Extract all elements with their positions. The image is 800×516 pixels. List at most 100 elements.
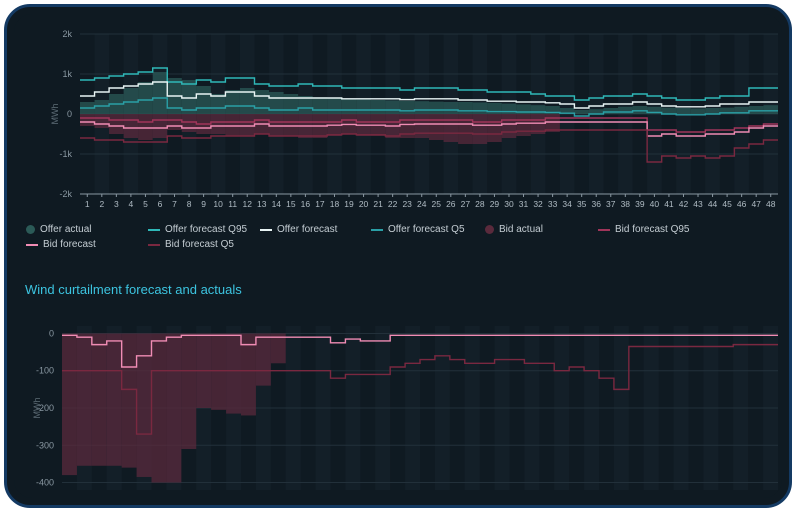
series-offer-forecast-line bbox=[80, 81, 778, 109]
bar bbox=[151, 333, 167, 483]
bar bbox=[574, 110, 589, 114]
legend-item-bid-q5[interactable]: Bid forecast Q5 bbox=[148, 239, 234, 250]
series-offer-forecast-q5-line bbox=[80, 97, 778, 117]
legend-item-bid-q95[interactable]: Bid forecast Q95 bbox=[598, 224, 689, 235]
y-tick-label: -100 bbox=[36, 366, 54, 376]
bar bbox=[121, 333, 137, 468]
series-offer-forecast-q95-line bbox=[80, 67, 778, 101]
bar bbox=[734, 106, 749, 114]
bar bbox=[501, 103, 517, 114]
bar bbox=[123, 88, 139, 114]
bar bbox=[167, 114, 182, 130]
bar bbox=[196, 86, 211, 114]
bar bbox=[618, 106, 633, 114]
bar bbox=[312, 97, 328, 114]
wind-curtailment-chart: 0 -100 -200 -300 -400 MWh bbox=[32, 326, 778, 490]
y-tick-label: -300 bbox=[36, 440, 54, 450]
x-tick-label: 4 bbox=[129, 199, 134, 209]
legend-swatch bbox=[26, 243, 38, 246]
legend-item-offer-forecast[interactable]: Offer forecast bbox=[260, 224, 337, 235]
bar bbox=[181, 114, 197, 132]
legend-swatch bbox=[148, 243, 160, 246]
legend-swatch bbox=[371, 228, 383, 231]
x-tick-label: 37 bbox=[606, 199, 616, 209]
legend-label: Offer forecast bbox=[277, 224, 338, 235]
x-tick-label: 17 bbox=[315, 199, 325, 209]
bar bbox=[705, 108, 720, 114]
series-bid-actual bbox=[80, 114, 560, 144]
bar bbox=[210, 114, 226, 134]
bar bbox=[690, 108, 706, 114]
legend-label: Bid forecast bbox=[43, 239, 96, 250]
legend-swatch bbox=[485, 225, 494, 234]
series-bid-forecast-line bbox=[80, 121, 778, 137]
bar bbox=[399, 100, 415, 114]
x-tick-label: 42 bbox=[679, 199, 689, 209]
x-tick-label: 36 bbox=[591, 199, 601, 209]
x-tick-label: 3 bbox=[114, 199, 119, 209]
legend-label: Offer forecast Q95 bbox=[165, 224, 248, 235]
x-tick-label: 6 bbox=[158, 199, 163, 209]
series-bid-forecast-q5-line bbox=[62, 343, 778, 435]
bar bbox=[487, 102, 502, 114]
bar bbox=[341, 98, 357, 114]
legend-item-bid-actual[interactable]: Bid actual bbox=[485, 224, 543, 235]
x-tick-label: 10 bbox=[213, 199, 223, 209]
legend-label: Bid forecast Q5 bbox=[165, 239, 234, 250]
bar bbox=[106, 333, 122, 466]
bar bbox=[138, 114, 153, 140]
x-tick-label: 30 bbox=[504, 199, 514, 209]
x-tick-label: 1 bbox=[85, 199, 90, 209]
bar bbox=[76, 333, 92, 466]
legend-label: Offer forecast Q5 bbox=[388, 224, 465, 235]
legend-swatch bbox=[260, 228, 272, 231]
bar bbox=[370, 100, 386, 114]
legend-swatch bbox=[148, 228, 160, 231]
legend-item-offer-q95[interactable]: Offer forecast Q95 bbox=[148, 224, 247, 235]
bar bbox=[136, 333, 152, 477]
bar bbox=[487, 114, 502, 142]
bar bbox=[270, 333, 286, 364]
bar bbox=[356, 99, 371, 114]
bar bbox=[211, 333, 227, 410]
x-tick-label: 23 bbox=[402, 199, 412, 209]
series-bid-forecast-q5-line bbox=[80, 129, 778, 163]
bar bbox=[429, 101, 444, 114]
bar bbox=[298, 96, 313, 114]
bar bbox=[94, 100, 110, 114]
x-tick-label: 43 bbox=[693, 199, 703, 209]
x-tick-label: 8 bbox=[187, 199, 192, 209]
legend-item-offer-q5[interactable]: Offer forecast Q5 bbox=[371, 224, 465, 235]
bar bbox=[283, 94, 299, 114]
bar bbox=[661, 107, 677, 114]
bar bbox=[429, 114, 444, 140]
bar bbox=[501, 114, 517, 138]
section-title: Wind curtailment forecast and actuals bbox=[25, 282, 242, 297]
y-tick-label: -400 bbox=[36, 478, 54, 488]
y-tick-label: -2k bbox=[59, 189, 72, 199]
bar bbox=[225, 90, 240, 114]
bar bbox=[603, 108, 619, 114]
bar bbox=[647, 106, 662, 114]
x-tick-label: 47 bbox=[751, 199, 761, 209]
bar bbox=[472, 102, 488, 114]
x-tick-label: 9 bbox=[201, 199, 206, 209]
chart-legend: Offer actual Offer forecast Q95 Offer fo… bbox=[14, 222, 782, 262]
x-tick-label: 39 bbox=[635, 199, 645, 209]
y-tick-label: 0 bbox=[49, 328, 54, 338]
bar bbox=[62, 333, 77, 476]
bar bbox=[123, 114, 139, 138]
bar bbox=[138, 82, 153, 114]
bar bbox=[414, 114, 429, 138]
bar bbox=[226, 333, 241, 414]
legend-item-offer-actual[interactable]: Offer actual bbox=[26, 224, 92, 235]
x-tick-label: 24 bbox=[417, 199, 427, 209]
x-tick-label: 40 bbox=[650, 199, 660, 209]
legend-item-bid-forecast[interactable]: Bid forecast bbox=[26, 239, 96, 250]
x-tick-label: 31 bbox=[519, 199, 529, 209]
y-tick-label: -200 bbox=[36, 403, 54, 413]
x-tick-label: 48 bbox=[766, 199, 776, 209]
bar bbox=[385, 100, 400, 114]
x-tick-label: 26 bbox=[446, 199, 456, 209]
bar bbox=[109, 114, 124, 134]
